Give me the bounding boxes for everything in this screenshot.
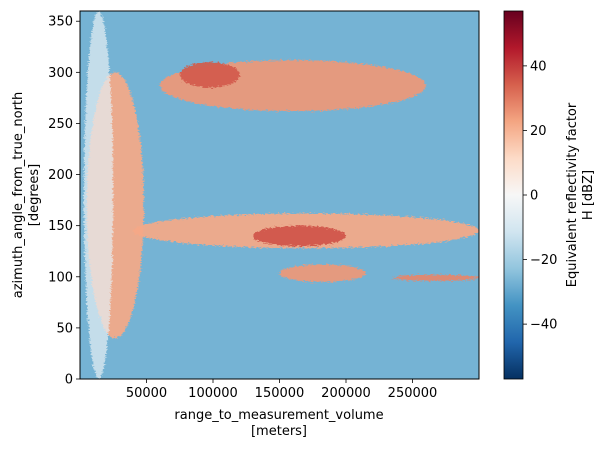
echo-region: [252, 225, 346, 247]
y-axis-label-line1: azimuth_angle_from_true_north: [11, 92, 26, 299]
echo-region: [392, 274, 479, 281]
y-tick-label: 150: [48, 219, 73, 234]
colorbar-tick-label: 0: [530, 189, 538, 204]
y-tick-label: 200: [48, 168, 73, 183]
y-tick-label: 350: [48, 15, 73, 30]
echo-region: [179, 62, 240, 88]
colorbar-label-line1: Equivalent reflectivity factor: [565, 102, 580, 287]
colorbar-tick-label: 20: [530, 124, 547, 139]
y-tick-label: 50: [56, 321, 73, 336]
y-tick-label: 0: [65, 373, 73, 388]
echo-regions: [83, 11, 479, 379]
colorbar-ticks: −40 −20 0 20 40: [523, 59, 557, 333]
y-tick-label: 300: [48, 66, 73, 81]
x-axis-label-line2: [meters]: [251, 424, 307, 439]
x-tick-label: 50000: [126, 386, 167, 401]
x-tick-label: 100000: [188, 386, 238, 401]
colorbar-tick-label: 40: [530, 59, 547, 74]
colorbar-gradient: [503, 10, 524, 380]
colorbar-tick-label: −20: [530, 253, 557, 268]
plot-area: [79, 10, 480, 380]
x-axis: 50000 100000 150000 200000 250000: [126, 379, 438, 401]
colorbar-tick-label: −40: [530, 318, 557, 333]
x-tick-label: 200000: [321, 386, 371, 401]
x-axis-label-line1: range_to_measurement_volume: [174, 408, 383, 423]
y-tick-label: 100: [48, 270, 73, 285]
echo-region: [279, 264, 366, 282]
y-axis: 0 50 100 150 200 250 300 350: [48, 15, 80, 388]
x-tick-label: 250000: [388, 386, 438, 401]
x-tick-label: 150000: [255, 386, 305, 401]
y-axis-label-line2: [degrees]: [27, 164, 42, 226]
echo-region: [83, 11, 114, 379]
colorbar-label-line2: H [dBZ]: [581, 170, 596, 220]
colorbar: −40 −20 0 20 40 Equivalent reflectivity fact…: [503, 10, 596, 380]
y-tick-label: 250: [48, 117, 73, 132]
